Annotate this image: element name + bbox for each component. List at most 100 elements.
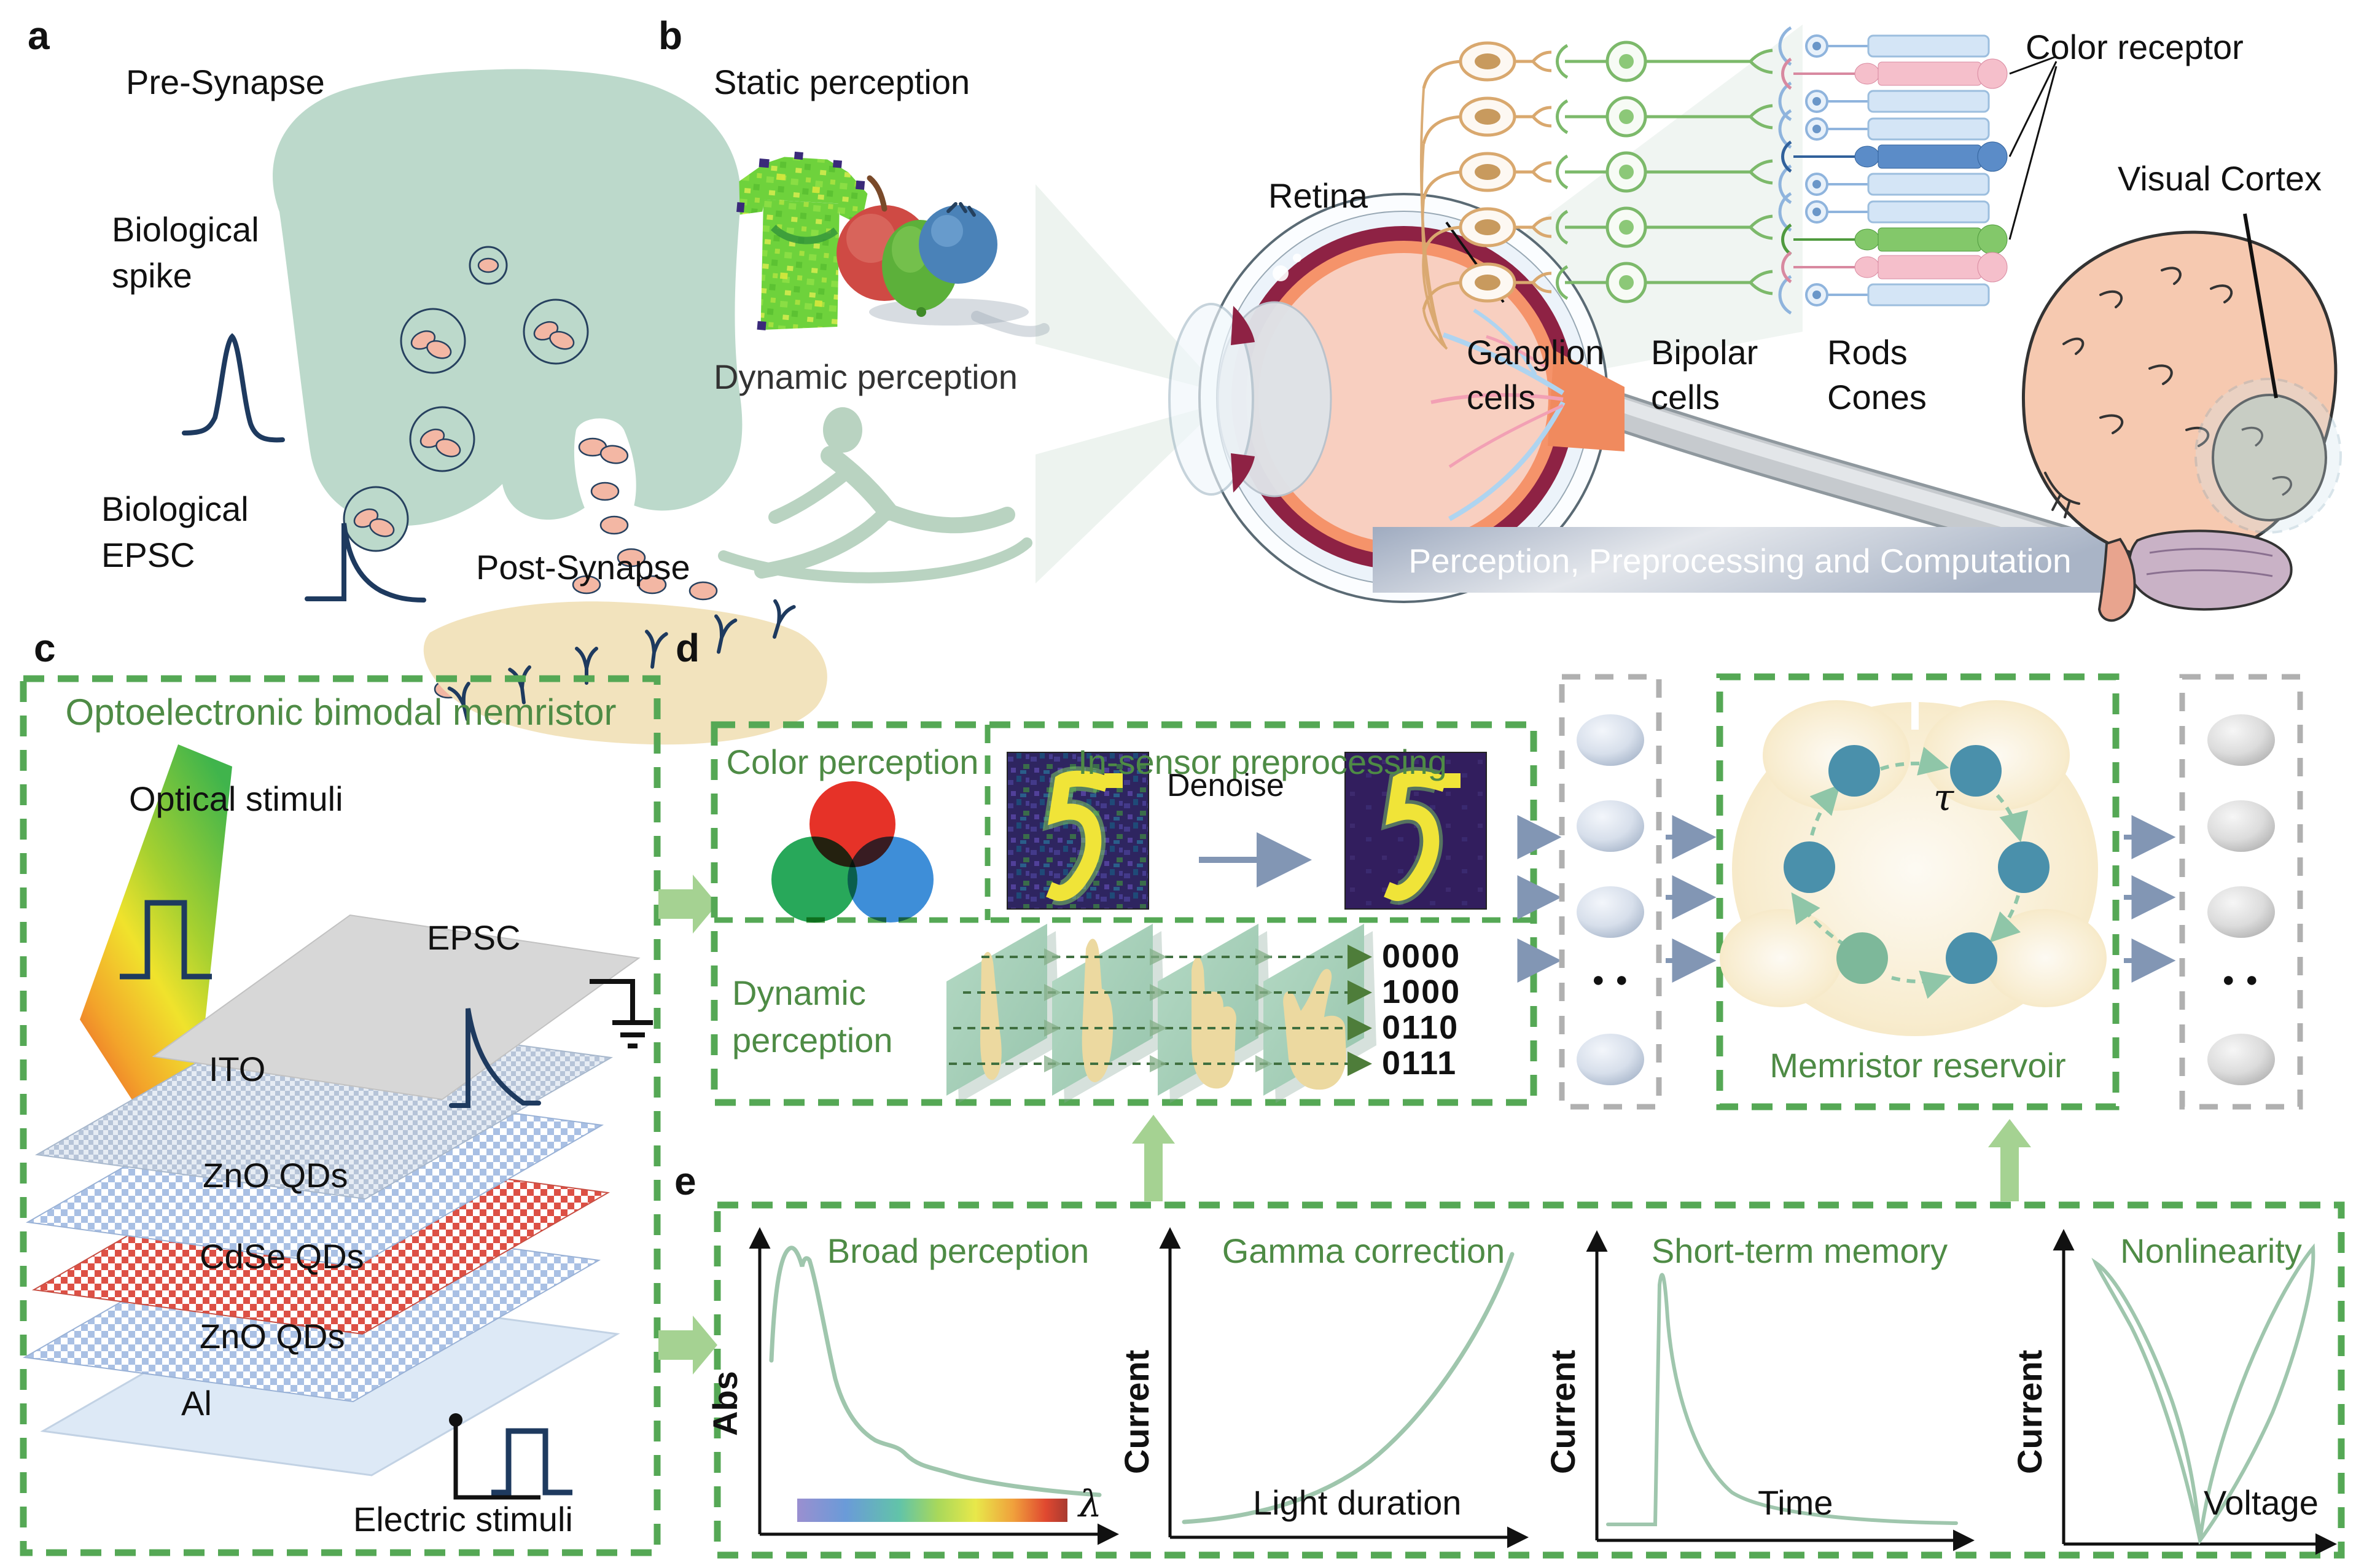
post-synapse-blob	[423, 601, 827, 745]
hysteresis-curve	[2091, 1243, 2315, 1545]
node-sphere	[1577, 886, 1644, 938]
fruit-trio-image	[837, 175, 1050, 337]
ganglion-cells-label-2: cells	[1467, 378, 1536, 416]
gesture-frame-3	[1158, 924, 1271, 1103]
layer-ito-label: ITO	[209, 1050, 266, 1088]
tau-symbol: τ	[1933, 776, 1954, 819]
node-sphere	[1577, 800, 1644, 852]
electric-stimuli-wiring	[449, 1413, 572, 1500]
reservoir-node	[1950, 745, 2002, 797]
current-axis-label-3: Current	[2010, 1349, 2049, 1474]
mnist-noisy-image	[1007, 752, 1149, 910]
gamma-curve	[1182, 1252, 1515, 1524]
up-arrow-e-to-reservoir	[1988, 1119, 2031, 1201]
lambda-axis-label: λ	[1079, 1483, 1102, 1526]
gesture-frames	[946, 924, 1376, 1103]
rgb-circles	[771, 781, 934, 922]
plot-short-term-memory	[1586, 1230, 1975, 1551]
brain-illustration	[2021, 213, 2342, 622]
decay-curve	[1606, 1273, 1958, 1526]
cornea	[1168, 303, 1254, 496]
spectrum-bar	[797, 1499, 1067, 1522]
node-sphere	[2207, 1034, 2275, 1085]
cone-pink	[1783, 59, 2008, 88]
bipolar-cells-label-1: Bipolar	[1651, 333, 1758, 372]
vesicle-small	[469, 246, 508, 285]
visual-cortex-label: Visual Cortex	[2118, 159, 2322, 198]
epsc-waveform-panel-c	[449, 1008, 541, 1108]
epsc-label-panel-c: EPSC	[427, 918, 521, 957]
in-sensor-title: In-sensor preprocessing	[1078, 743, 1447, 781]
current-axis-label-2: Current	[1543, 1349, 1582, 1474]
panel-e-label: e	[674, 1159, 696, 1203]
panel-c-device	[20, 675, 661, 1556]
bipolar-cells-label-2: cells	[1651, 378, 1720, 416]
up-arrow-e-to-d	[1132, 1115, 1175, 1201]
retinal-vessels	[1430, 308, 1566, 521]
frame-arrowheads	[1044, 948, 1273, 1072]
cone-blue	[1783, 142, 2008, 171]
broad-perception-title: Broad perception	[827, 1231, 1090, 1270]
node-sphere	[1577, 714, 1644, 766]
node-sphere	[2207, 714, 2275, 766]
panel-c-label: c	[34, 626, 56, 670]
color-receptor-label: Color receptor	[2026, 28, 2244, 66]
panel-b-vision-illustration: Perception, Preprocessing and Computatio…	[718, 25, 2342, 622]
binary-code-3: 0111	[1382, 1045, 1457, 1082]
optical-pulse-icon	[120, 900, 212, 980]
biological-epsc-label-1: Biological	[101, 490, 249, 528]
node-sphere	[2207, 886, 2275, 938]
cone-pink2	[1783, 252, 2008, 282]
layer-al-label: Al	[181, 1384, 212, 1422]
biological-spike-label-1: Biological	[112, 210, 259, 249]
memristor-reservoir-label: Memristor reservoir	[1769, 1046, 2066, 1085]
electric-stimuli-label: Electric stimuli	[353, 1500, 573, 1539]
denoise-label: Denoise	[1167, 768, 1284, 803]
gesture-frame-1	[946, 924, 1059, 1103]
banner: Perception, Preprocessing and Computatio…	[1373, 527, 2108, 593]
plot-broad-perception	[749, 1227, 1119, 1545]
banner-text: Perception, Preprocessing and Computatio…	[1408, 542, 2071, 580]
panel-c-border	[20, 675, 661, 1556]
spike-waveform-icon	[182, 333, 285, 443]
reservoir-node	[1784, 841, 1835, 893]
visual-cortex-pointer-line	[2243, 213, 2278, 399]
gesture-frame-2	[1052, 924, 1165, 1103]
flow-arrows	[1517, 815, 2176, 983]
dynamic-perception-label: Dynamic perception	[714, 357, 1018, 396]
reservoir-node-green	[1836, 932, 1888, 984]
panel-c-title: Optoelectronic bimodal memristor	[65, 692, 617, 733]
rods-cones-label-1: Rods	[1827, 333, 1908, 372]
block-arrow-c-to-d	[658, 875, 717, 934]
epsc-waveform-icon	[305, 523, 426, 603]
time-axis-label: Time	[1758, 1483, 1833, 1522]
retina-label: Retina	[1268, 176, 1368, 215]
panel-a-label: a	[28, 14, 50, 58]
dynamic-perception-title-2: perception	[732, 1021, 893, 1059]
biological-spike-label-2: spike	[112, 256, 192, 295]
cone-green	[1783, 225, 2008, 254]
reservoir-ring-arrows	[1791, 746, 2028, 999]
panel-e	[714, 1201, 2345, 1559]
layer-cdse-label: CdSe QDs	[200, 1237, 364, 1276]
voltage-axis-label: Voltage	[2204, 1483, 2319, 1522]
light-cone-static	[1036, 184, 1223, 393]
panel-d-label: d	[676, 626, 700, 670]
short-term-memory-title: Short-term memory	[1651, 1231, 1948, 1270]
panel-e-border	[714, 1201, 2345, 1559]
reservoir-node	[1998, 841, 2050, 893]
dynamic-perception-title-1: Dynamic	[732, 973, 866, 1012]
ganglion-axon-bundle	[1419, 88, 1448, 350]
ganglion-cells-label-1: Ganglion	[1467, 333, 1605, 372]
node-sphere	[2207, 800, 2275, 852]
plot-nonlinearity	[2053, 1229, 2337, 1555]
eye-illustration	[1168, 193, 1625, 603]
binary-code-0: 0000	[1382, 938, 1461, 975]
layer-top-electrode	[152, 914, 641, 1101]
electric-pulse-icon	[491, 1428, 572, 1496]
current-axis-label-1: Current	[1117, 1349, 1156, 1474]
rods-cones-label-2: Cones	[1827, 378, 1927, 416]
gesture-frame-4	[1263, 924, 1376, 1103]
binary-code-2: 0110	[1382, 1009, 1459, 1046]
